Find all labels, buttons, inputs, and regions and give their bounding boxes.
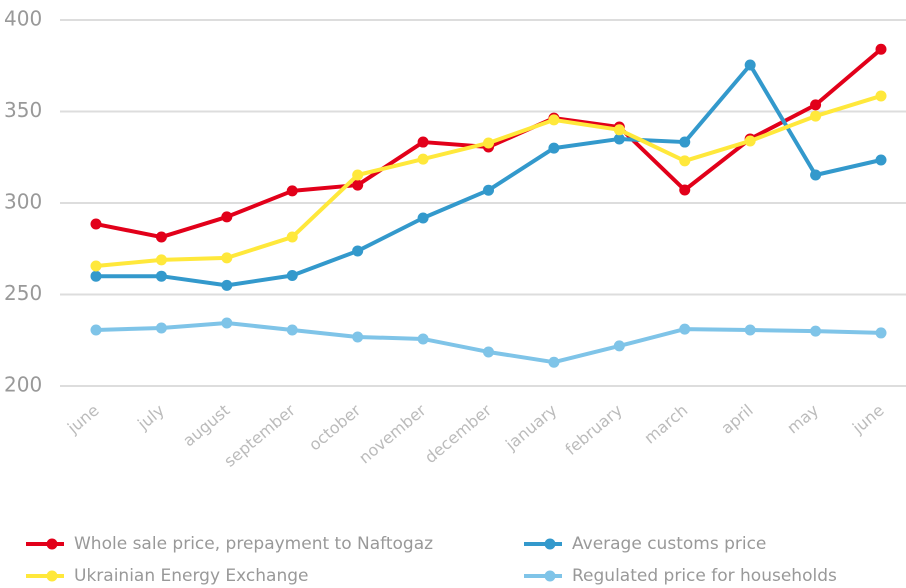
y-tick-label: 350 xyxy=(4,98,42,122)
data-point xyxy=(810,110,822,122)
x-tick-label: december xyxy=(421,400,495,467)
data-point xyxy=(417,212,429,224)
data-point xyxy=(221,279,233,291)
data-point xyxy=(90,260,102,272)
data-point xyxy=(679,136,691,148)
data-point xyxy=(810,325,822,337)
data-point xyxy=(417,153,429,165)
data-point xyxy=(679,155,691,167)
data-point xyxy=(90,324,102,336)
data-point xyxy=(744,324,756,336)
y-tick-label: 300 xyxy=(4,190,42,214)
legend-swatch xyxy=(46,570,58,582)
data-point xyxy=(810,99,822,111)
data-point xyxy=(875,327,887,339)
x-tick-label: february xyxy=(561,401,625,459)
data-point xyxy=(744,135,756,147)
data-point xyxy=(417,136,429,148)
x-tick-label: january xyxy=(501,401,560,455)
x-tick-label: april xyxy=(717,401,756,438)
data-point xyxy=(221,211,233,223)
data-point xyxy=(352,179,364,191)
data-point xyxy=(744,59,756,71)
data-point xyxy=(352,331,364,343)
data-point xyxy=(875,43,887,55)
y-tick-label: 200 xyxy=(4,373,42,397)
data-point xyxy=(483,346,494,358)
data-point xyxy=(90,218,102,230)
data-point xyxy=(155,270,167,282)
data-point xyxy=(90,270,102,282)
data-point xyxy=(417,333,429,345)
data-point xyxy=(483,184,494,196)
x-tick-label: august xyxy=(179,401,233,451)
data-point xyxy=(221,252,233,264)
data-point xyxy=(548,114,560,126)
x-tick-label: october xyxy=(305,400,364,454)
legend-swatch xyxy=(544,538,556,550)
data-point xyxy=(352,245,364,257)
legend-label: Average customs price xyxy=(572,534,766,554)
x-tick-label: november xyxy=(355,400,430,467)
x-tick-label: june xyxy=(63,401,102,438)
data-point xyxy=(679,323,691,335)
data-point xyxy=(155,254,167,266)
data-point xyxy=(875,154,887,166)
data-point xyxy=(548,142,560,154)
x-tick-label: june xyxy=(848,401,887,438)
data-point xyxy=(155,322,167,334)
legend-label: Whole sale price, prepayment to Naftogaz xyxy=(74,534,433,554)
x-tick-label: july xyxy=(133,401,168,435)
legend-swatch xyxy=(544,570,556,582)
x-tick-label: march xyxy=(640,401,691,448)
series-line xyxy=(96,63,882,288)
x-tick-label: may xyxy=(783,401,822,438)
x-tick-label: september xyxy=(220,400,299,471)
data-point xyxy=(221,317,233,329)
data-point xyxy=(613,340,625,352)
legend-swatch xyxy=(46,538,58,550)
data-point xyxy=(286,324,298,336)
data-point xyxy=(613,124,625,136)
legend-label: Ukrainian Energy Exchange xyxy=(74,566,309,586)
data-point xyxy=(679,184,691,196)
legend-label: Regulated price for households xyxy=(572,566,837,586)
y-tick-label: 250 xyxy=(4,281,42,305)
data-point xyxy=(548,356,560,368)
data-point xyxy=(810,169,822,181)
data-point xyxy=(352,169,364,181)
series-line xyxy=(95,94,882,268)
y-tick-label: 400 xyxy=(4,7,42,31)
data-point xyxy=(613,133,625,145)
data-point xyxy=(286,185,298,197)
data-point xyxy=(875,90,887,102)
data-point xyxy=(483,137,494,149)
data-point xyxy=(286,269,298,281)
data-point xyxy=(286,231,298,243)
data-point xyxy=(155,231,167,243)
